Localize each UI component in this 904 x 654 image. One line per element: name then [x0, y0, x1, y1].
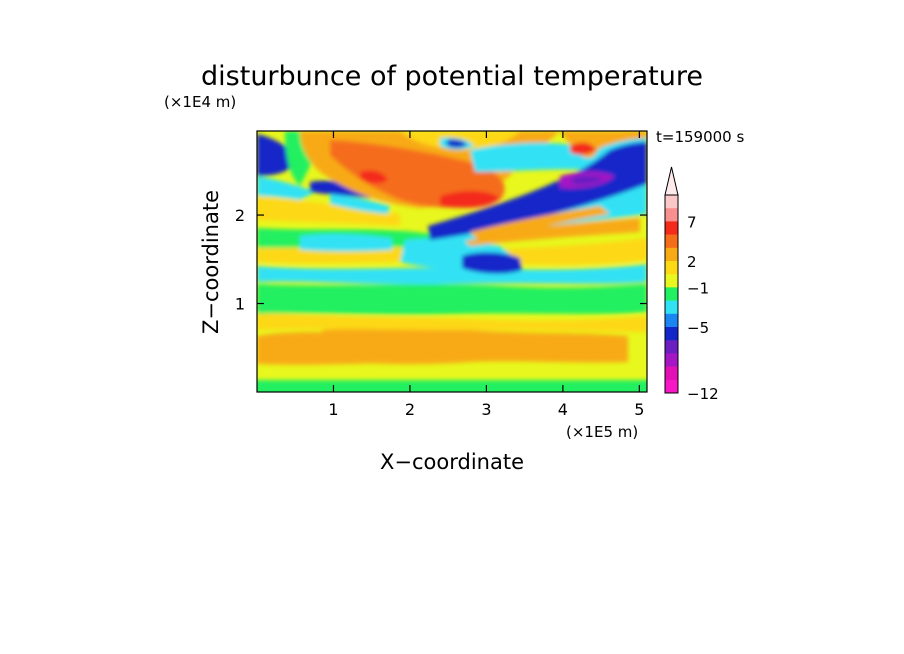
contour-region-blue-top-mid [447, 139, 467, 148]
contour-region-cyan-left [330, 194, 390, 214]
contour-region-red-top-right [570, 142, 596, 155]
contour-band-green-bottom [257, 380, 647, 392]
colorbar-swatch [665, 195, 678, 209]
colorbar-label: 2 [687, 253, 697, 271]
x-tick-label: 4 [558, 400, 568, 419]
y-tick-label: 1 [235, 295, 245, 314]
chart-title: disturbunce of potential temperature [201, 61, 703, 92]
colorbar-swatch [665, 208, 678, 222]
colorbar-label: −5 [687, 319, 709, 337]
contour-region-blue-left [310, 180, 375, 198]
x-axis-label: X−coordinate [380, 450, 524, 474]
colorbar-swatch [665, 327, 678, 341]
colorbar-swatch [665, 247, 678, 262]
colorbar-swatch [665, 234, 678, 249]
x-scale-label: (×1E5 m) [566, 423, 638, 441]
colorbar-swatch [665, 366, 678, 381]
colorbar-frame [664, 194, 679, 394]
y-axis-ticks: 12 [235, 206, 647, 314]
contour-band-cyan-mid [257, 264, 647, 285]
contour-band-yellow-top [257, 196, 400, 226]
colorbar-swatch [665, 300, 678, 315]
contour-region-cyan-top-left [257, 176, 315, 200]
contour-region-dark-orange-upper [330, 140, 505, 208]
contour-region-blue-arc-main [428, 142, 647, 240]
colorbar: 7 2 −1 −5 −12 [664, 166, 719, 403]
y-axis-label: Z−coordinate [199, 190, 223, 334]
colorbar-swatch [665, 221, 678, 235]
colorbar-swatch [665, 313, 678, 328]
colorbar-swatch [665, 340, 678, 354]
contour-region-red-core [440, 190, 500, 208]
contour-region-blue-center [462, 252, 522, 274]
contour-region-purple-dark-right [572, 175, 604, 185]
time-label: t=159000 s [656, 128, 744, 146]
colorbar-label: 7 [687, 213, 697, 231]
contour-region-cyan-arc-upper [470, 142, 600, 172]
y-tick-label: 2 [235, 206, 245, 225]
x-axis-ticks: 1 2 3 4 5 [328, 131, 644, 419]
contour-field [257, 131, 647, 392]
colorbar-swatch [665, 353, 678, 367]
contour-region-orange-right-mid [470, 206, 610, 242]
x-tick-label: 2 [405, 400, 415, 419]
colorbar-swatch [665, 261, 678, 275]
colorbar-label: −1 [687, 279, 709, 297]
contour-region-blue-top-left [257, 134, 296, 176]
x-tick-label: 3 [481, 400, 491, 419]
contour-region-red-left [360, 170, 388, 184]
contour-region-orange-upper-right [460, 218, 640, 246]
x-tick-label: 1 [328, 400, 338, 419]
colorbar-label: −12 [687, 385, 719, 403]
contour-region-orange-lower-mid [322, 327, 628, 365]
colorbar-swatch [665, 287, 678, 301]
x-tick-label: 5 [634, 400, 644, 419]
contour-region-cyan-blob-left [300, 233, 392, 252]
plot-frame [256, 130, 648, 393]
colorbar-swatch [665, 379, 678, 394]
contour-region-yellow-lower [257, 312, 647, 332]
colorbar-extend-arrow [664, 166, 679, 196]
colorbar-swatch [665, 274, 678, 288]
contour-band-green-mid [257, 284, 647, 315]
y-scale-label: (×1E4 m) [164, 93, 236, 111]
